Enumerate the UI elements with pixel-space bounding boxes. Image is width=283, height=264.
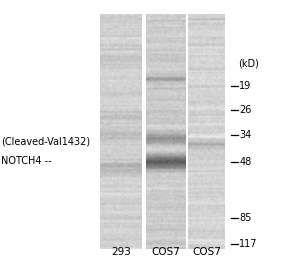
Text: 117: 117 [239, 239, 258, 249]
Text: 293: 293 [111, 247, 131, 257]
Text: 26: 26 [239, 105, 252, 115]
Text: 19: 19 [239, 81, 251, 91]
Text: 34: 34 [239, 130, 251, 140]
Text: (kD): (kD) [238, 58, 259, 68]
Text: 85: 85 [239, 213, 252, 223]
Text: 48: 48 [239, 157, 251, 167]
Text: NOTCH4 --: NOTCH4 -- [1, 156, 52, 166]
Text: (Cleaved-Val1432): (Cleaved-Val1432) [1, 136, 91, 146]
Text: COS7: COS7 [151, 247, 180, 257]
Text: COS7: COS7 [192, 247, 221, 257]
